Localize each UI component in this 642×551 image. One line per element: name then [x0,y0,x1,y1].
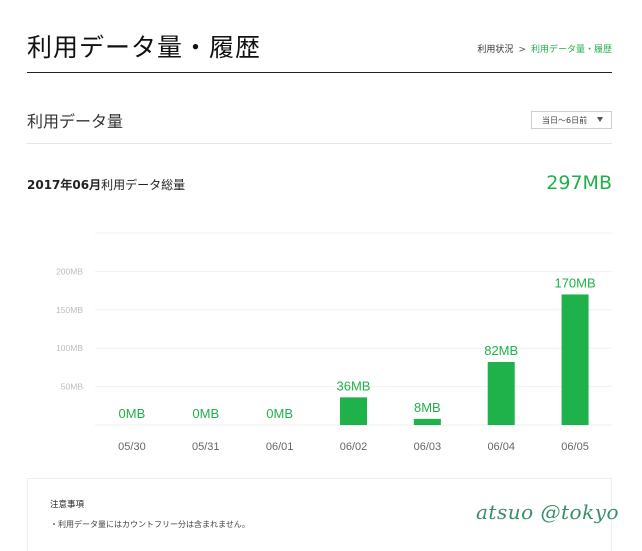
x-tick-label: 05/31 [192,441,220,453]
chart-bar [487,362,515,425]
x-tick-label: 06/01 [266,441,294,453]
chart-bar [340,397,367,425]
signature-watermark: atsuo @tokyo [476,500,620,524]
breadcrumb-parent-link[interactable]: 利用状況 [477,45,514,55]
bar-data-label: 0MB [266,406,293,421]
bar-data-label: 0MB [192,406,219,421]
breadcrumb-current: 利用データ量・履歴 [530,45,612,55]
period-select[interactable]: 当日〜6日前 [531,111,612,129]
section-divider [27,143,612,144]
section-title: 利用データ量 [27,112,124,131]
bar-data-label: 82MB [484,343,518,358]
period-select-value: 当日〜6日前 [542,115,588,125]
notice-text: ・利用データ量にはカウントフリー分は含まれません。 [50,520,250,529]
bar-data-label: 170MB [554,275,595,290]
bar-data-label: 0MB [119,406,146,421]
total-usage-label: 2017年06月利用データ総量 [27,176,185,193]
bar-data-label: 36MB [337,378,371,393]
total-usage-month: 2017年06月 [27,178,102,192]
y-tick-label: 50MB [61,382,84,392]
chart-bar [561,294,589,425]
y-tick-label: 200MB [56,266,83,276]
chevron-down-icon [597,117,603,122]
y-tick-label: 150MB [56,305,83,315]
x-tick-label: 05/30 [118,441,146,453]
total-usage-value: 297MB [546,172,612,194]
x-tick-label: 06/02 [340,441,368,453]
y-tick-label: 100MB [56,343,83,353]
notice-box: 注意事項 ・利用データ量にはカウントフリー分は含まれません。 [27,478,612,551]
page-title: 利用データ量・履歴 [27,33,262,62]
x-tick-label: 06/05 [561,441,589,453]
notice-title: 注意事項 [50,500,85,510]
total-usage-caption: 利用データ総量 [101,178,186,192]
x-tick-label: 06/04 [487,441,515,453]
x-tick-label: 06/03 [414,441,442,453]
chart-bar [413,418,441,425]
title-divider [27,72,612,73]
bar-data-label: 8MB [414,400,441,415]
breadcrumb-separator: > [518,45,526,55]
breadcrumb: 利用状況 > 利用データ量・履歴 [477,42,612,55]
usage-bar-chart: 50MB 100MB 150MB 200MB 0MB 05/30 0MB 05/31 0MB 06… [56,232,612,453]
